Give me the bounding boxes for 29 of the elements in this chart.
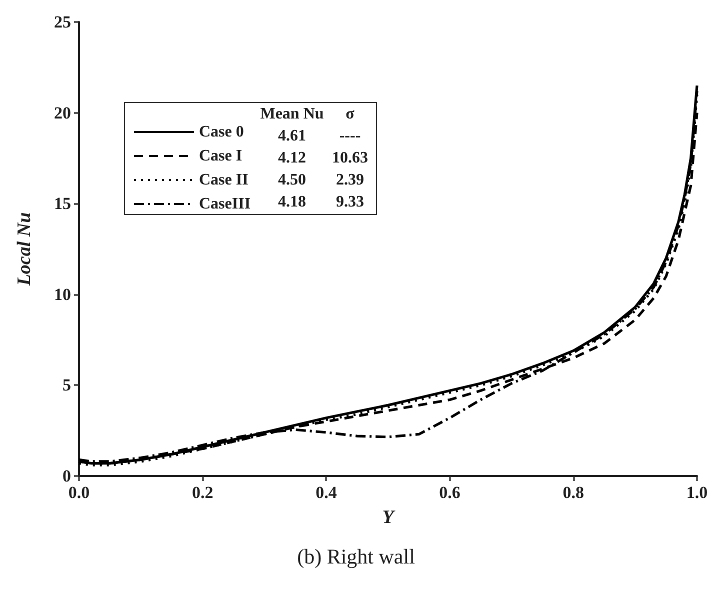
y-tick-label: 10 [54,284,71,304]
annotation: 2.39 [336,172,364,188]
x-tick-label: 1.0 [686,483,708,502]
annotation: 9.33 [336,194,364,210]
annotation: 4.12 [278,150,306,166]
x-tick-label: 0.2 [192,483,214,502]
x-tick-label: 0.4 [316,483,338,502]
x-tick-label: 0.8 [562,483,584,502]
annotation: Mean Nu [260,106,324,122]
legend-label: Case I [199,148,242,164]
legend-label: Case 0 [199,124,244,140]
y-tick-label: 15 [54,194,71,214]
y-tick-label: 20 [54,103,71,122]
annotation: 4.50 [278,172,306,188]
y-tick-label: 25 [54,12,71,32]
x-tick-label: 0.6 [439,483,460,502]
x-axis-title: Y [382,507,396,528]
y-tick-label: 5 [62,376,71,395]
y-axis-title: Local Nu [14,212,35,287]
x-tick-label: 0.0 [68,483,90,502]
annotation: σ [346,106,355,122]
annotation: 10.63 [332,150,368,166]
legend-label: Case II [199,172,248,188]
legend-label: CaseIII [199,196,251,212]
annotation: ---- [339,128,361,144]
annotation: 4.18 [278,194,306,210]
annotation: 4.61 [278,128,306,144]
text: (b) Right wall [297,544,416,568]
y-tick-label: 0 [62,466,71,486]
